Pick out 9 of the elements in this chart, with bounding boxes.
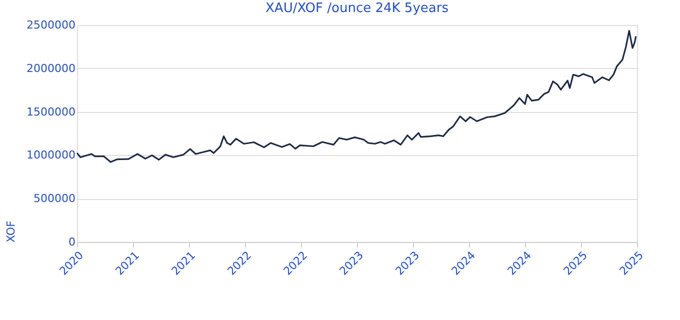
y-tick-label: 1500000 xyxy=(26,105,76,118)
chart-title: XAU/XOF /ounce 24K 5years xyxy=(266,1,449,16)
y-tick-label: 2000000 xyxy=(26,62,76,75)
line-series xyxy=(76,30,637,163)
y-axis-title: XOF xyxy=(4,220,18,242)
y-tick-label: 2500000 xyxy=(26,18,76,32)
y-tick-label: 500000 xyxy=(34,192,76,206)
y-tick-label: 1000000 xyxy=(26,148,76,162)
y-tick-label: 0 xyxy=(68,236,76,248)
